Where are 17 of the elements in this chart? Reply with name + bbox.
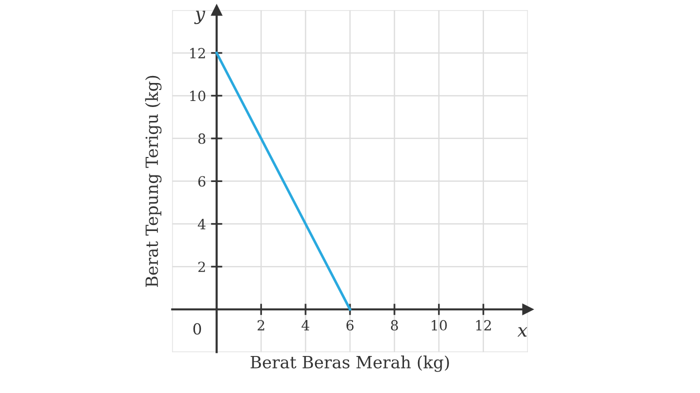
- x-tick-label: 10: [432, 320, 447, 331]
- y-tick-label: 8: [198, 133, 206, 144]
- annotation: 0: [193, 323, 202, 335]
- x-tick-label: 4: [302, 320, 310, 330]
- y-tick-label: 6: [198, 176, 206, 187]
- x-tick-label: 6: [346, 320, 354, 331]
- y-tick-label: 2: [198, 262, 205, 272]
- annotation: y: [194, 10, 206, 24]
- x-tick-label: 8: [390, 320, 398, 331]
- annotation: x: [517, 327, 528, 337]
- y-axis-title: Berat Tepung Terigu (kg): [145, 76, 162, 287]
- x-axis-title: Berat Beras Merah (kg): [250, 356, 449, 372]
- y-tick-label: 12: [190, 48, 205, 58]
- x-tick-label: 12: [476, 320, 491, 330]
- y-tick-label: 10: [190, 90, 206, 102]
- y-tick-label: 4: [198, 218, 206, 230]
- x-tick-label: 2: [258, 320, 264, 330]
